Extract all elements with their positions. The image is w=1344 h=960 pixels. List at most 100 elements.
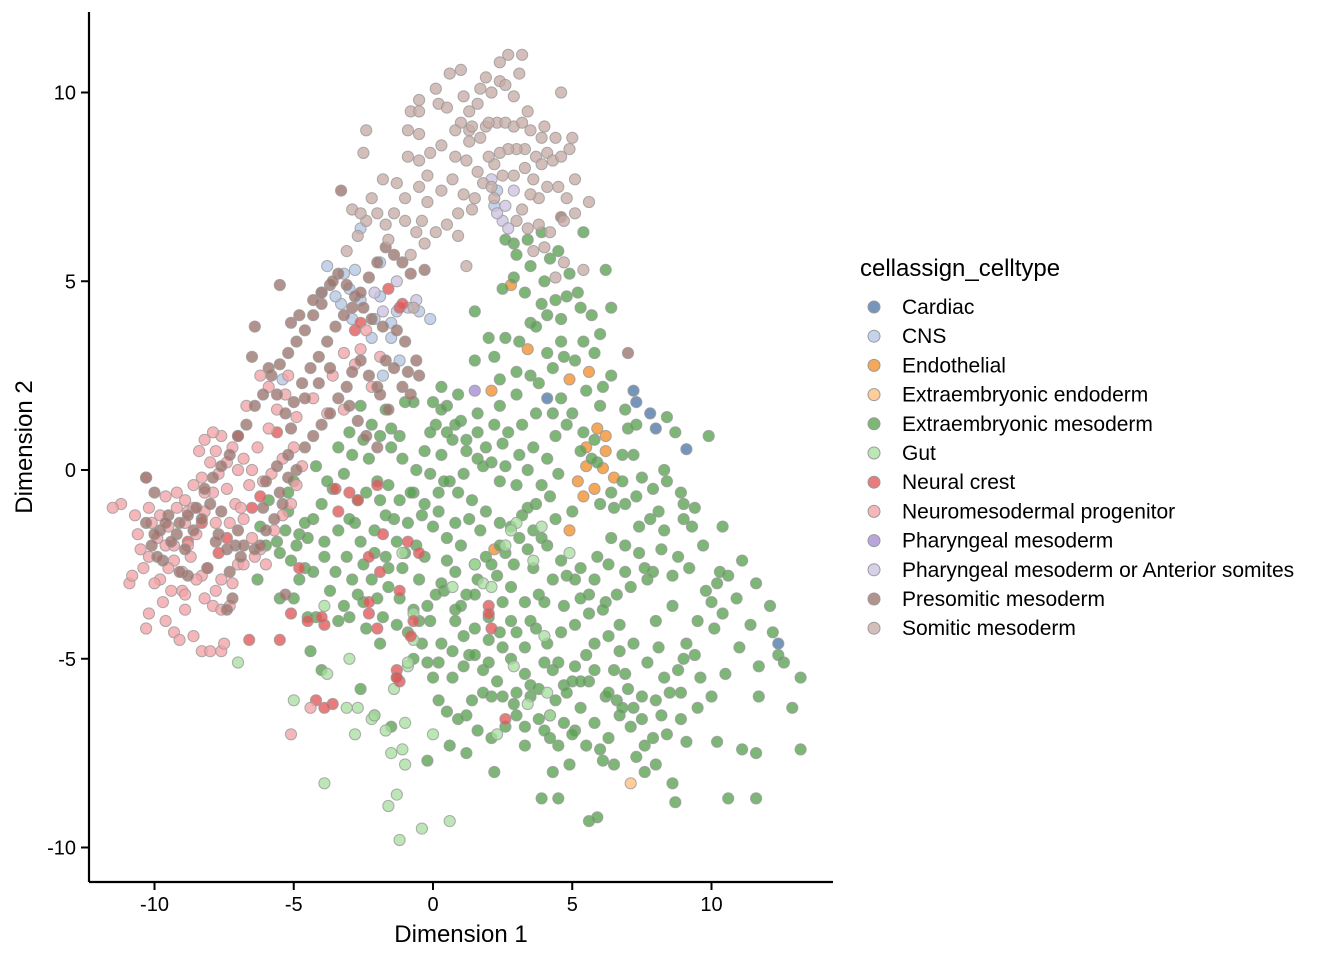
y-axis-title: Dimension 2 <box>11 380 38 513</box>
data-point <box>560 192 573 205</box>
legend-key <box>867 329 881 343</box>
data-point <box>284 728 298 741</box>
data-point <box>605 301 618 314</box>
data-point <box>142 501 155 514</box>
data-point <box>518 596 532 609</box>
data-point <box>685 520 699 533</box>
data-point <box>140 471 153 484</box>
data-point <box>477 686 490 699</box>
data-point <box>574 301 587 314</box>
x-tick-label: -10 <box>140 894 169 916</box>
data-point <box>446 173 459 186</box>
data-point <box>365 192 378 205</box>
data-point <box>362 596 375 609</box>
data-point <box>719 667 732 681</box>
data-point <box>298 324 311 337</box>
y-tick-label: -10 <box>47 838 76 860</box>
data-point <box>694 671 707 684</box>
data-point <box>187 524 200 537</box>
data-point <box>128 509 142 522</box>
data-point <box>279 588 292 601</box>
series-group <box>340 48 596 314</box>
data-point <box>284 422 298 435</box>
data-point <box>165 584 178 597</box>
data-point <box>521 105 534 118</box>
data-point <box>619 565 632 579</box>
data-point <box>376 320 389 333</box>
data-point <box>594 497 607 511</box>
data-point <box>535 479 548 492</box>
data-point <box>343 426 356 439</box>
data-point <box>619 497 632 511</box>
data-point <box>655 543 668 556</box>
data-point <box>471 97 484 110</box>
data-point <box>468 648 481 662</box>
data-point <box>499 233 512 246</box>
data-point <box>524 679 537 692</box>
data-point <box>134 543 147 556</box>
data-point <box>491 728 504 741</box>
data-point <box>538 241 551 254</box>
data-point <box>736 743 749 756</box>
data-point <box>245 501 259 514</box>
data-point <box>315 611 328 624</box>
data-point <box>198 592 211 605</box>
data-point <box>624 720 637 733</box>
data-point <box>424 312 437 326</box>
data-point <box>599 445 612 458</box>
data-point <box>527 554 540 567</box>
data-point <box>711 735 724 748</box>
data-point <box>440 705 453 718</box>
data-point <box>641 656 654 669</box>
data-point <box>142 607 155 620</box>
data-point <box>296 377 309 390</box>
data-point <box>485 558 498 571</box>
data-point <box>435 637 448 650</box>
data-point <box>387 248 401 261</box>
data-point <box>485 622 498 635</box>
data-point <box>226 592 239 605</box>
data-point <box>677 513 690 526</box>
legend-key <box>867 300 881 314</box>
legend-label: Gut <box>902 442 936 465</box>
data-point <box>413 154 426 167</box>
data-point <box>646 482 660 495</box>
data-point <box>677 497 690 511</box>
data-point <box>282 369 295 382</box>
data-point <box>340 245 353 258</box>
data-point <box>496 437 509 450</box>
data-point <box>307 429 320 443</box>
data-point <box>750 792 763 805</box>
data-point <box>516 48 529 61</box>
data-point <box>379 724 392 737</box>
data-point <box>426 520 440 533</box>
data-point <box>635 690 649 703</box>
data-point <box>290 539 303 552</box>
data-point <box>276 497 289 511</box>
data-point <box>507 184 520 197</box>
legend-key <box>867 534 881 548</box>
data-point <box>454 63 467 77</box>
data-point <box>633 546 646 560</box>
data-point <box>655 709 668 722</box>
data-point <box>273 633 286 647</box>
data-point <box>393 429 406 443</box>
data-point <box>379 509 392 522</box>
data-point <box>343 611 356 624</box>
data-point <box>337 309 350 322</box>
data-point <box>619 539 632 552</box>
data-point <box>293 309 306 322</box>
data-point <box>413 180 426 193</box>
y-tick-label: 0 <box>65 460 76 482</box>
data-point <box>401 516 414 530</box>
data-point <box>424 426 437 439</box>
legend-key <box>867 388 881 402</box>
data-point <box>627 701 640 714</box>
data-point <box>452 229 465 242</box>
data-point <box>649 694 662 707</box>
data-point <box>493 146 506 159</box>
data-point <box>560 418 573 431</box>
data-point <box>591 550 604 563</box>
data-point <box>137 562 150 575</box>
data-point <box>259 475 272 488</box>
